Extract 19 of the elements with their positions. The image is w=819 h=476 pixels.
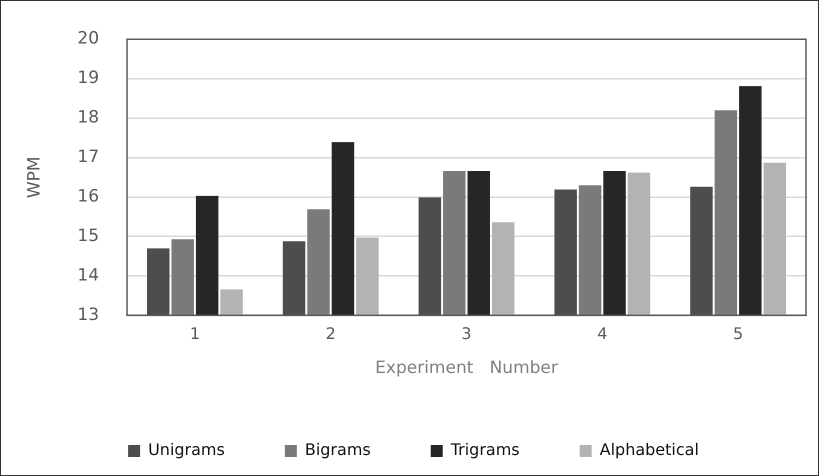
legend-label: Trigrams <box>450 440 520 460</box>
y-tick-label: 17 <box>77 146 100 167</box>
legend-label: Unigrams <box>148 440 225 460</box>
x-tick-label: 4 <box>597 324 608 344</box>
legend-label: Bigrams <box>304 440 371 460</box>
y-tick-label: 18 <box>77 108 100 128</box>
y-axis-title: WPM <box>24 156 45 198</box>
x-tick-label: 2 <box>326 324 336 344</box>
y-tick-label: 19 <box>77 68 100 88</box>
y-tick-label: 13 <box>77 304 100 325</box>
legend-label: Alphabetical <box>600 440 699 460</box>
x-tick-label: 3 <box>461 324 472 344</box>
y-tick-label: 14 <box>77 265 100 286</box>
x-tick-label: 5 <box>733 324 744 344</box>
x-axis-title: Experiment Number <box>375 358 558 378</box>
y-tick-label: 20 <box>77 28 100 49</box>
x-tick-label: 1 <box>190 324 200 344</box>
y-tick-label: 16 <box>77 186 100 206</box>
y-tick-label: 15 <box>77 226 100 246</box>
